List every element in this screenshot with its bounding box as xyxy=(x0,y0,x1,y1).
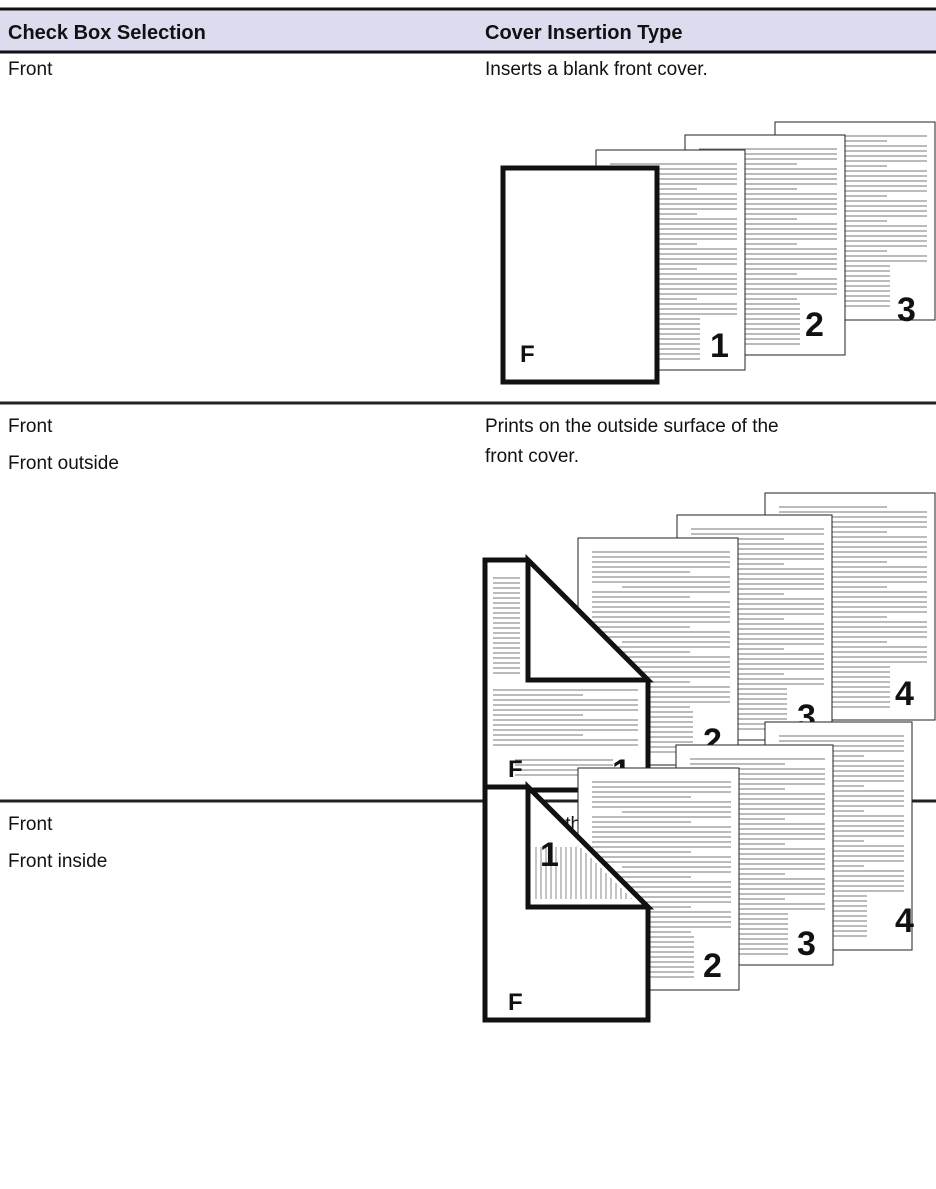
header-cell: Check Box Selection xyxy=(8,22,206,44)
table-row: Front Front outside Prints on the outside … xyxy=(8,416,936,793)
folded-corner xyxy=(525,780,655,910)
folded-corner xyxy=(525,553,655,683)
selection-text: Front inside xyxy=(8,851,107,872)
header-band xyxy=(0,9,936,52)
table-row: Front Inserts a blank front cover. F 1 2 3 xyxy=(8,59,936,385)
selection-text: Front xyxy=(8,814,53,835)
figure-label: 4 xyxy=(895,675,914,713)
cover-sheet xyxy=(500,165,660,385)
selection-text: Front xyxy=(8,416,53,437)
illustration: F 1 2 3 xyxy=(500,121,936,385)
figure-label: 4 xyxy=(895,902,914,940)
figure-label: 2 xyxy=(703,947,722,985)
header-cell: Cover Insertion Type xyxy=(485,22,682,44)
selection-text: Front xyxy=(8,59,53,80)
rows: Front Inserts a blank front cover.F 12 3Fro… xyxy=(8,59,936,1023)
figure-label: 2 xyxy=(805,306,824,344)
figure-label: 1 xyxy=(710,327,729,365)
figure-label: 3 xyxy=(897,291,916,329)
figure-label: F xyxy=(508,989,523,1016)
figure-label: 3 xyxy=(797,925,816,963)
figure-label: F xyxy=(520,341,535,368)
selection-text: Front outside xyxy=(8,453,119,474)
figure-label: F xyxy=(508,756,523,783)
description-text: front cover. xyxy=(485,446,579,467)
illustration: F 1 2 3 4 xyxy=(482,721,914,1023)
description-text: Inserts a blank front cover. xyxy=(485,59,708,80)
figure-label: 1 xyxy=(540,836,559,874)
description-text: Prints on the outside surface of the xyxy=(485,416,779,437)
